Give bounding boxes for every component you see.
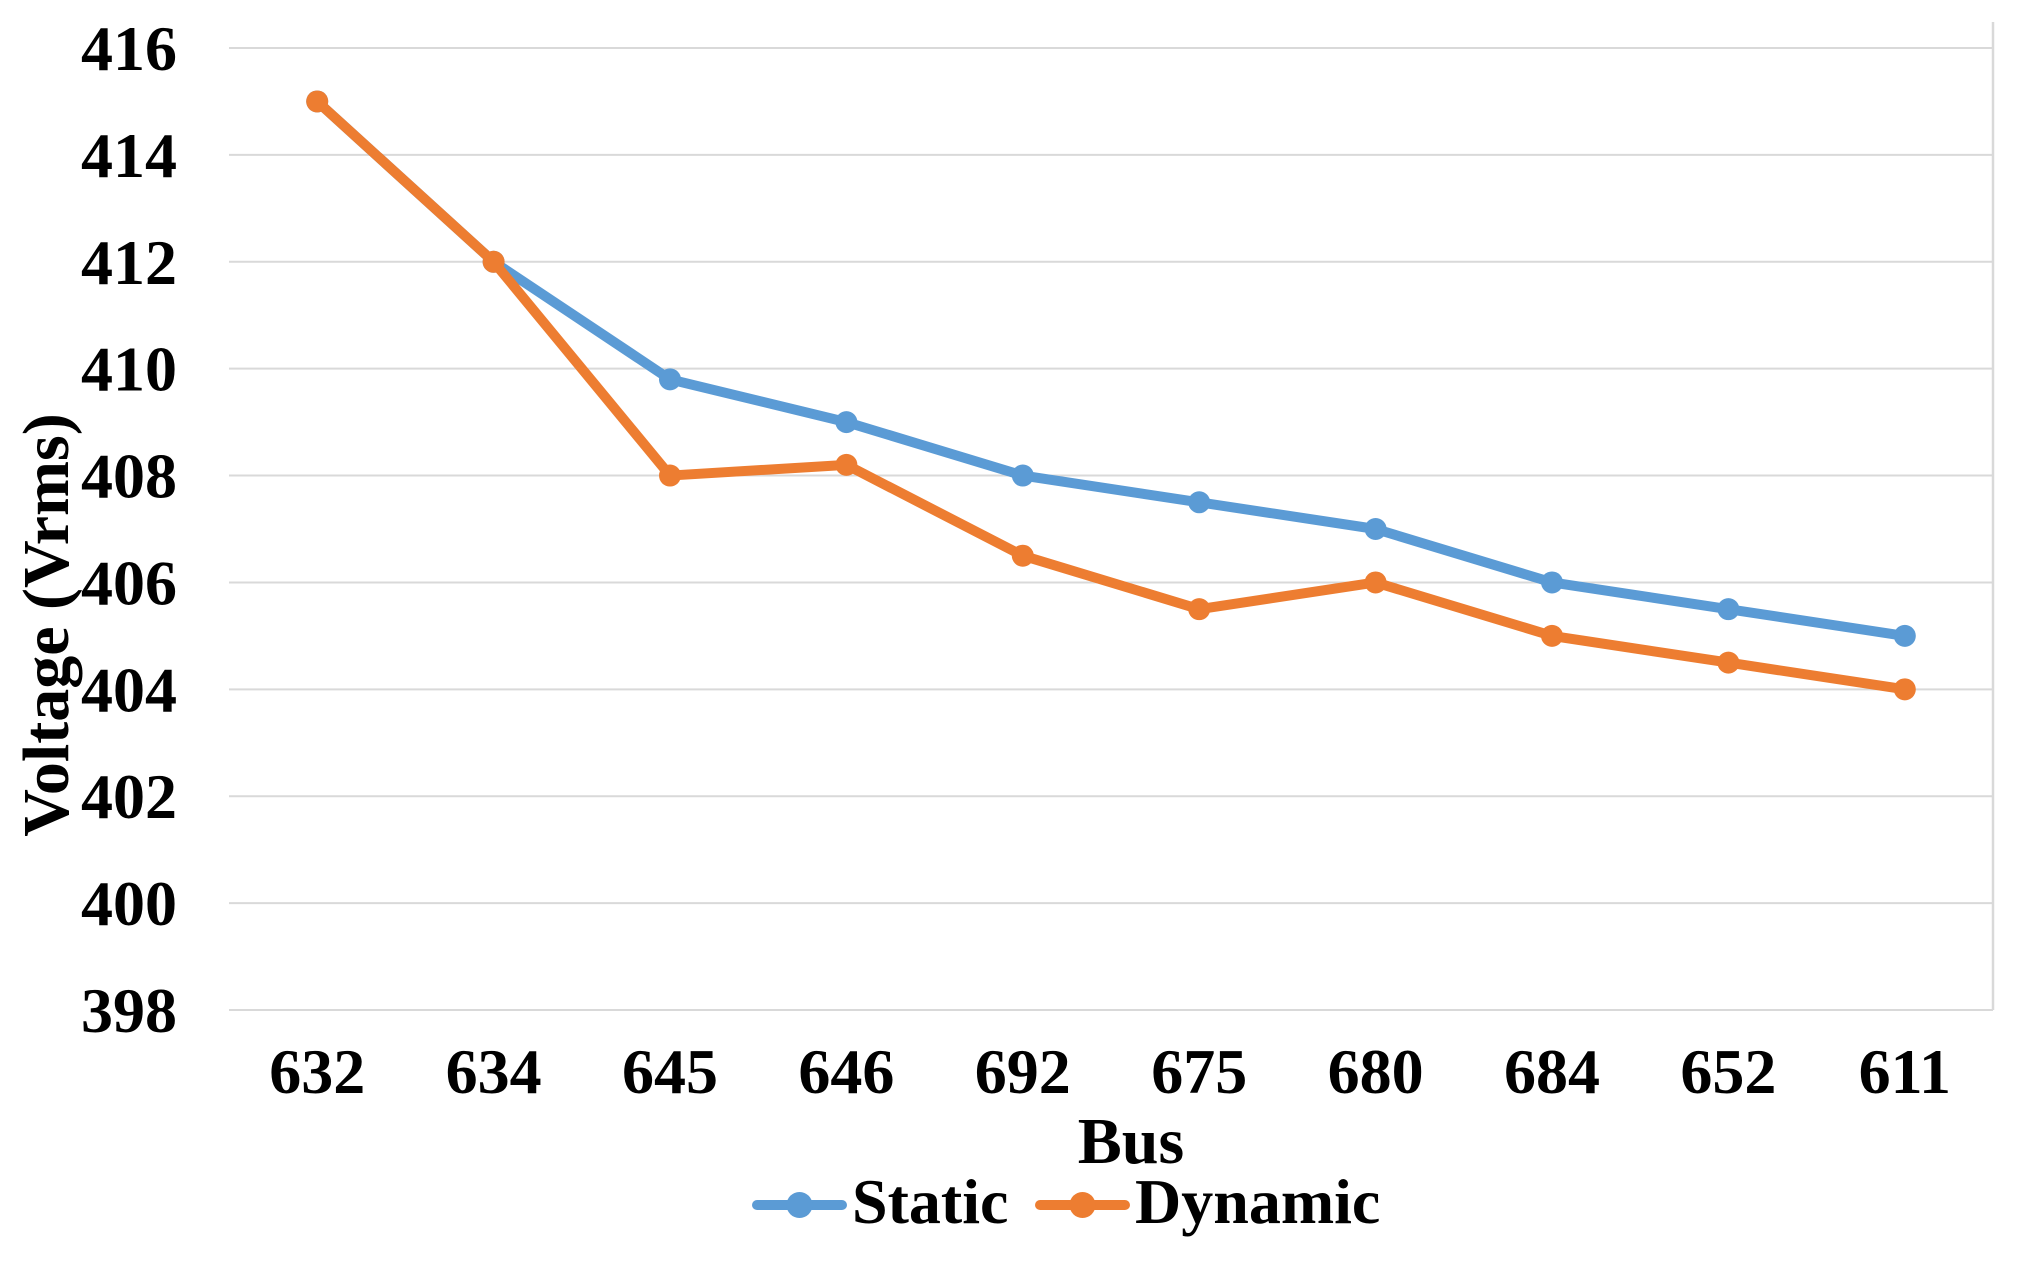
data-point-static — [1717, 598, 1740, 621]
y-tick-label: 398 — [81, 975, 177, 1046]
data-point-dynamic — [1011, 544, 1034, 567]
y-tick-label: 412 — [81, 227, 177, 298]
data-point-static — [835, 411, 858, 434]
data-point-static — [1364, 518, 1387, 540]
x-tick-label: 634 — [446, 1036, 542, 1107]
legend-label-dynamic: Dynamic — [1135, 1166, 1380, 1237]
x-tick-label: 684 — [1504, 1036, 1600, 1107]
y-tick-label: 402 — [81, 761, 177, 832]
data-point-dynamic — [482, 250, 505, 273]
x-tick-label: 646 — [798, 1036, 894, 1107]
legend-marker-dot-dynamic — [1069, 1192, 1096, 1218]
data-point-dynamic — [1541, 624, 1563, 647]
series-line-dynamic — [312, 96, 1910, 695]
legend-marker-dot-static — [786, 1192, 813, 1218]
x-tick-label: 675 — [1151, 1036, 1247, 1107]
y-tick-label: 410 — [81, 334, 177, 405]
x-tick-label: 652 — [1680, 1036, 1776, 1107]
x-tick-label: 611 — [1859, 1036, 1951, 1107]
y-tick-label: 404 — [81, 654, 177, 725]
data-point-dynamic — [1364, 571, 1387, 594]
legend: Static Dynamic — [752, 1166, 1380, 1237]
x-tick-label: 680 — [1328, 1036, 1424, 1107]
x-tick-label: 645 — [622, 1036, 718, 1107]
y-axis-title: Voltage (Vrms) — [10, 413, 83, 836]
x-tick-label: 632 — [269, 1036, 365, 1107]
data-point-dynamic — [1717, 651, 1740, 674]
gridlines — [229, 22, 1995, 1011]
data-point-dynamic — [659, 464, 681, 487]
data-point-dynamic — [306, 90, 329, 113]
series-line-static — [312, 96, 1910, 641]
axis-labels: 416 414 412 410 408 406 404 402 400 398 632 634 645 6… — [81, 13, 1951, 1107]
y-tick-label: 406 — [81, 547, 177, 618]
y-tick-label: 408 — [81, 441, 177, 512]
y-tick-label: 400 — [81, 868, 177, 939]
data-point-dynamic — [1893, 678, 1916, 701]
data-point-static — [1011, 464, 1034, 487]
data-point-static — [1893, 624, 1916, 647]
data-series — [306, 90, 1916, 701]
data-point-dynamic — [835, 453, 858, 476]
x-axis-title: Bus — [1078, 1105, 1184, 1178]
data-point-dynamic — [1188, 598, 1211, 621]
y-tick-label: 416 — [81, 13, 177, 84]
x-tick-label: 692 — [975, 1036, 1071, 1107]
y-tick-label: 414 — [81, 120, 177, 191]
legend-label-static: Static — [852, 1166, 1008, 1237]
data-point-static — [1541, 571, 1563, 594]
data-point-static — [1188, 491, 1211, 514]
data-point-static — [659, 368, 681, 391]
